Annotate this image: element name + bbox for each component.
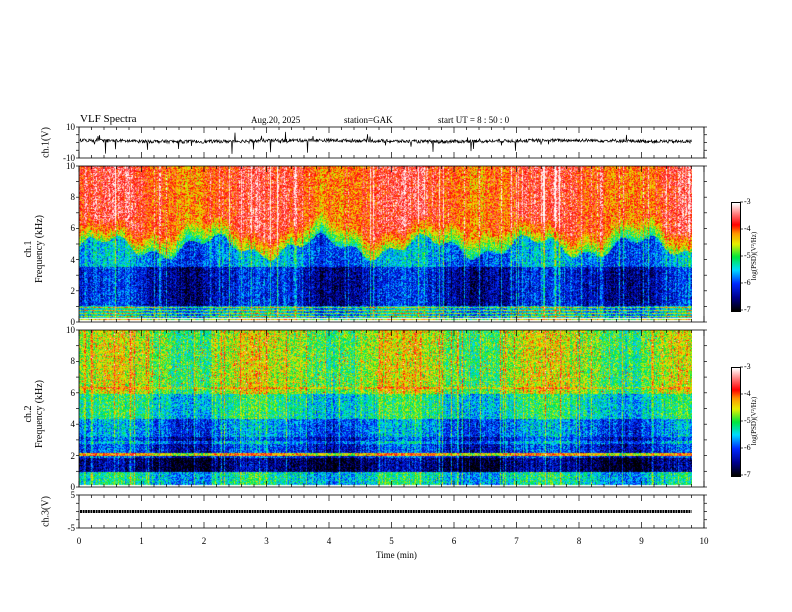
colorbar-tick-label: -5 [744,416,751,425]
y-tick-label: 8 [70,356,76,367]
ch1-spectrogram-heatmap [79,166,692,322]
panel-frame-2 [78,329,705,488]
y-tick-label: 10 [66,325,75,335]
ch2-spec-ylabel: ch.2 Frequency (kHz) [23,374,45,454]
colorbar-tick-label: -4 [744,224,751,233]
x-tick-label: 6 [451,536,457,546]
colorbar-tick-label: -3 [744,362,751,371]
y-tick-label: 10 [66,122,75,132]
ch2-colorbar [731,367,741,477]
x-tick-label: 10 [699,536,709,546]
x-tick-label: 1 [139,536,144,546]
ch2-colorbar-label: log(PSD)(V²/Hz) [750,396,758,446]
figure-title: VLF Spectra [80,113,137,125]
x-tick-label: 9 [639,536,644,546]
x-tick-label: 0 [76,536,82,546]
y-tick-label: 8 [70,192,76,203]
y-tick-label: 0 [70,482,76,492]
colorbar-tick-label: -7 [744,470,751,479]
x-tick-label: 2 [201,536,207,546]
y-tick-label: 4 [70,254,76,265]
colorbar-tick-label: -5 [744,251,751,260]
colorbar-tick-label: -3 [744,197,751,206]
y-tick-label: -10 [63,153,75,163]
colorbar-tick-label: -6 [744,278,751,287]
y-tick-label: -5 [67,523,76,533]
x-tick-label: 7 [514,536,519,546]
ch1-colorbar-label: log(PSD)(V²/Hz) [750,231,758,281]
colorbar-tick-label: -4 [744,389,751,398]
y-tick-label: 10 [66,161,75,171]
x-tick-label: 8 [576,536,582,546]
ch1-label: ch.1 [23,240,34,258]
y-tick-label: 6 [70,387,76,398]
ch1-spec-ylabel: ch.1 Frequency (kHz) [23,209,45,289]
frequency-label: Frequency (kHz) [34,379,45,449]
x-axis-label: Time (min) [376,550,417,560]
station-label: station=GAK [344,115,393,125]
y-tick-label: 5 [70,490,76,500]
x-tick-label: 3 [264,536,269,546]
ch2-label: ch.2 [23,405,34,423]
y-tick-label: 4 [70,419,76,430]
frequency-label: Frequency (kHz) [34,214,45,284]
colorbar-tick-label: -7 [744,305,751,314]
y-tick-label: 2 [70,285,76,296]
ch1-waveform-line [79,131,692,154]
y-tick-label: 6 [70,223,76,234]
x-tick-label: 5 [389,536,394,546]
x-tick-label: 4 [326,536,332,546]
y-tick-label: 0 [70,317,76,327]
date-label: Aug.20, 2025 [251,115,301,125]
panel-frame-1 [78,165,705,323]
ch3-ylabel: ch.3(V) [40,496,52,527]
ch2-spectrogram-heatmap [79,330,692,487]
y-tick-label: 2 [70,450,76,461]
ch1-ylabel: ch.1(V) [40,127,52,158]
ch1-colorbar [731,202,741,312]
start-time-label: start UT = 8 : 50 : 0 [438,115,510,125]
colorbar-tick-label: -6 [744,443,751,452]
